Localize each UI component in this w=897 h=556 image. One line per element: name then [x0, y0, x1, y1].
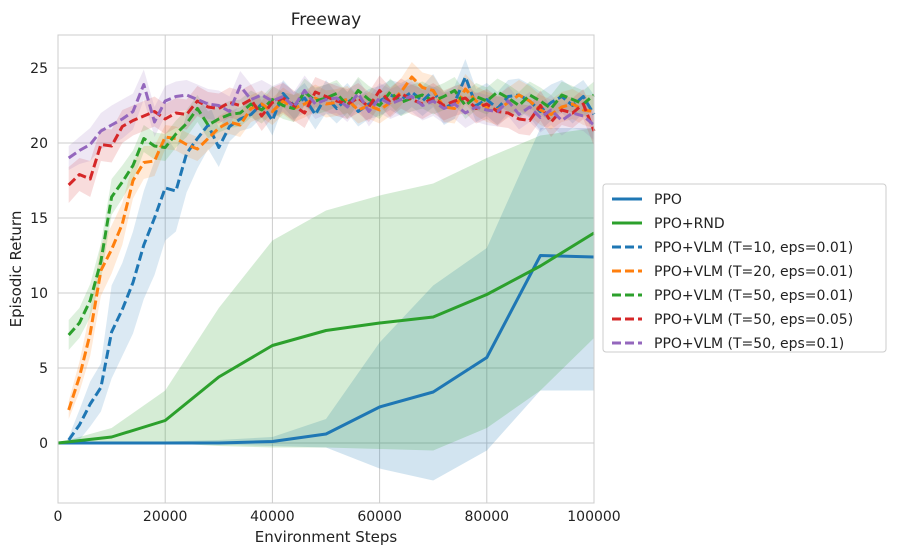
y-tick-label: 0 [39, 436, 48, 452]
legend: PPO PPO+RND PPO+VLM (T=10, eps=0.01) PPO+VL… [602, 183, 887, 353]
band-series-4 [68, 77, 594, 350]
legend-label: PPO+VLM (T=10, eps=0.01) [654, 240, 853, 256]
y-axis-label: Episodic Return [7, 211, 25, 328]
y-tick-label: 20 [30, 136, 48, 152]
band-series-1 [58, 128, 594, 451]
band-series-0 [58, 128, 594, 481]
band-series-2 [68, 59, 594, 443]
chart-title: Freeway [291, 10, 361, 30]
legend-label: PPO+RND [654, 216, 725, 232]
x-tick-label: 0 [54, 509, 63, 525]
x-axis-label: Environment Steps [255, 528, 398, 546]
line-series-3 [67, 75, 595, 411]
x-tick-label: 20000 [143, 509, 188, 525]
series-lines [57, 75, 596, 445]
band-series-6 [68, 69, 594, 170]
legend-label: PPO+VLM (T=50, eps=0.05) [654, 312, 853, 328]
legend-label: PPO [654, 192, 682, 208]
band-series-5 [68, 75, 594, 203]
x-tick-label: 80000 [465, 509, 510, 525]
legend-label: PPO+VLM (T=50, eps=0.1) [654, 336, 844, 352]
y-tick-label: 5 [39, 361, 48, 377]
line-series-1 [57, 231, 595, 445]
x-tick-label: 60000 [357, 509, 402, 525]
line-series-4 [67, 89, 595, 336]
legend-label: PPO+VLM (T=20, eps=0.01) [654, 264, 853, 280]
line-series-0 [58, 254, 595, 445]
band-series-3 [68, 62, 594, 419]
x-tick-label: 100000 [567, 509, 620, 525]
y-tick-label: 10 [30, 286, 48, 302]
legend-label: PPO+VLM (T=50, eps=0.01) [654, 288, 853, 304]
x-tick-label: 40000 [250, 509, 295, 525]
line-series-6 [67, 83, 595, 160]
y-tick-label: 25 [30, 61, 48, 77]
legend-items: PPO PPO+RND PPO+VLM (T=10, eps=0.01) PPO+VL… [612, 192, 853, 352]
confidence-bands [58, 59, 594, 481]
y-tick-label: 15 [30, 211, 48, 227]
plot-frame [57, 34, 595, 504]
tick-labels: 0 20000 40000 60000 80000 100000 0 5 10 15 20 25 [30, 61, 621, 525]
legend-box [602, 183, 887, 353]
